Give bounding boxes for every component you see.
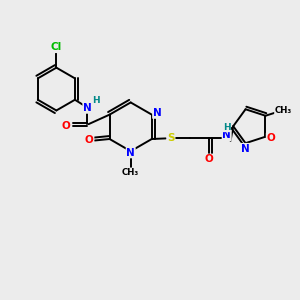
Text: O: O bbox=[205, 154, 213, 164]
Text: CH₃: CH₃ bbox=[122, 168, 139, 177]
Text: N: N bbox=[241, 143, 249, 154]
Text: N: N bbox=[222, 130, 231, 140]
Text: O: O bbox=[85, 136, 94, 146]
Text: O: O bbox=[266, 133, 275, 143]
Text: O: O bbox=[61, 121, 70, 131]
Text: CH₃: CH₃ bbox=[275, 106, 292, 115]
Text: H: H bbox=[223, 123, 230, 132]
Text: N: N bbox=[126, 148, 135, 158]
Text: H: H bbox=[92, 96, 100, 105]
Text: N: N bbox=[153, 108, 161, 118]
Text: S: S bbox=[167, 134, 175, 143]
Text: Cl: Cl bbox=[51, 43, 62, 52]
Text: N: N bbox=[83, 103, 92, 113]
